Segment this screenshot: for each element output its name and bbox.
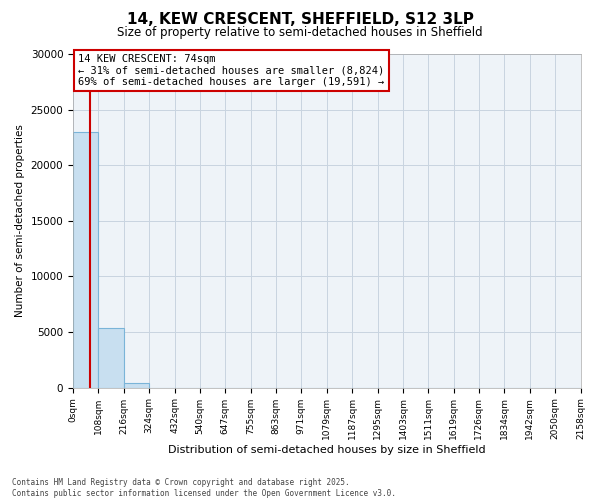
X-axis label: Distribution of semi-detached houses by size in Sheffield: Distribution of semi-detached houses by … xyxy=(168,445,485,455)
Bar xyxy=(73,132,98,388)
Text: Contains HM Land Registry data © Crown copyright and database right 2025.
Contai: Contains HM Land Registry data © Crown c… xyxy=(12,478,396,498)
Text: Size of property relative to semi-detached houses in Sheffield: Size of property relative to semi-detach… xyxy=(117,26,483,39)
Bar xyxy=(124,384,149,388)
Bar xyxy=(98,328,124,388)
Y-axis label: Number of semi-detached properties: Number of semi-detached properties xyxy=(15,124,25,317)
Text: 14 KEW CRESCENT: 74sqm
← 31% of semi-detached houses are smaller (8,824)
69% of : 14 KEW CRESCENT: 74sqm ← 31% of semi-det… xyxy=(78,54,385,87)
Text: 14, KEW CRESCENT, SHEFFIELD, S12 3LP: 14, KEW CRESCENT, SHEFFIELD, S12 3LP xyxy=(127,12,473,28)
